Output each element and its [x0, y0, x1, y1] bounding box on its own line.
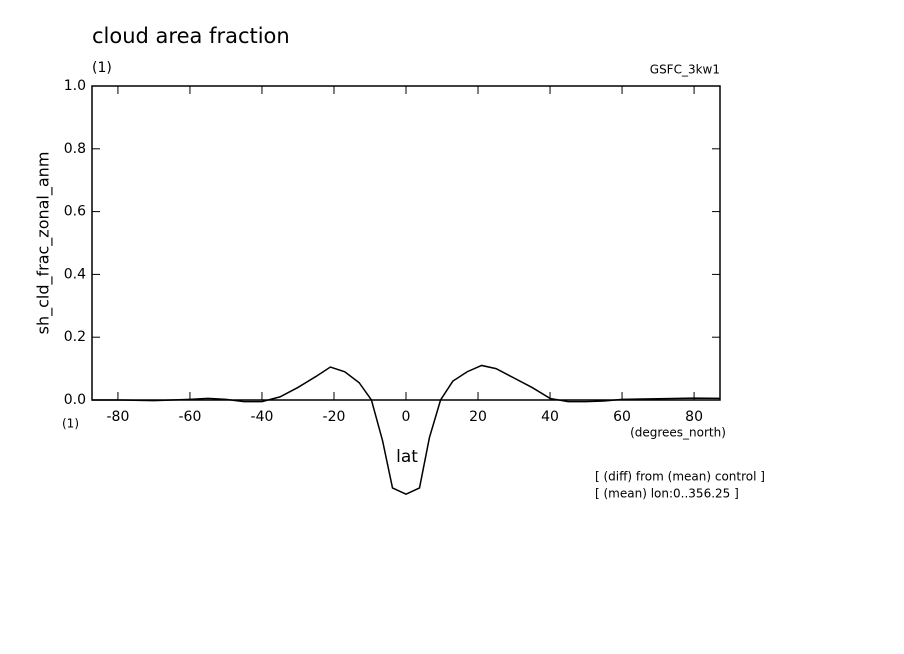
x-axis-label: lat [396, 447, 418, 467]
y-tick-label: 0.6 [64, 204, 86, 220]
y-axis-label: sh_cld_frac_zonal_anm [34, 152, 54, 335]
x-tick-label: -20 [323, 409, 346, 425]
dataset-label: GSFC_3kw1 [650, 63, 720, 77]
x-tick-label: 60 [613, 409, 631, 425]
chart-title: cloud area fraction [92, 24, 290, 48]
plot-frame [91, 85, 721, 401]
x-tick-label: -80 [106, 409, 129, 425]
x-tick-label: 0 [402, 409, 411, 425]
title-units: (1) [92, 60, 112, 76]
data-line [92, 364, 721, 496]
note: [ (mean) lon:0..356.25 ] [595, 487, 739, 501]
x-tick-label: 40 [541, 409, 559, 425]
x-tick-label: 20 [469, 409, 487, 425]
y-tick-label: 1.0 [64, 78, 86, 94]
y-tick-label: 0.2 [64, 329, 86, 345]
y-tick-label: 0.0 [64, 392, 86, 408]
x-tick-label: 80 [685, 409, 703, 425]
y-units: (1) [62, 417, 79, 431]
x-tick-label: -40 [251, 409, 274, 425]
y-tick-label: 0.8 [64, 141, 86, 157]
x-units: (degrees_north) [630, 426, 726, 440]
y-tick-label: 0.4 [64, 266, 86, 282]
x-tick-label: -60 [179, 409, 202, 425]
note: [ (diff) from (mean) control ] [595, 470, 765, 484]
